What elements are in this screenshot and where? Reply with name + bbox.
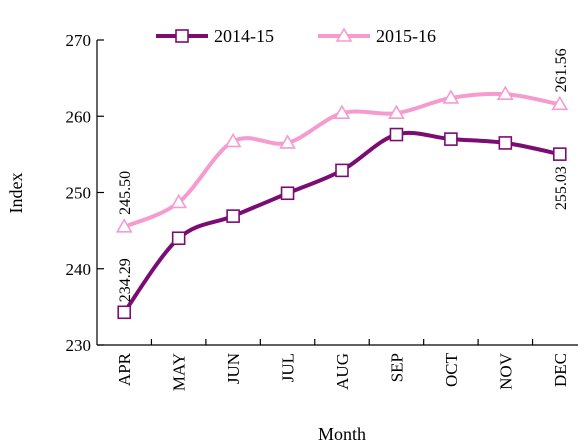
x-tick-label: JUN <box>224 353 243 384</box>
x-tick-label: APR <box>115 352 134 386</box>
data-label: 245.50 <box>117 171 134 215</box>
data-point <box>389 127 404 142</box>
data-point <box>226 209 240 223</box>
data-point <box>117 305 132 320</box>
data-point <box>280 186 295 201</box>
data-point <box>335 163 349 178</box>
axes: 230 240 250 260 270 APR MAY JUN JUL AUG SEP OCT NOV D… <box>66 31 578 391</box>
data-label: 255.03 <box>553 166 570 210</box>
x-tick-label: DEC <box>551 353 570 387</box>
data-point <box>279 134 296 149</box>
y-tick-label: 230 <box>66 336 92 355</box>
legend-label: 2015-16 <box>376 26 436 46</box>
legend-label: 2014-15 <box>214 26 274 46</box>
data-labels: 234.29 245.50 255.03 261.56 <box>117 48 570 302</box>
x-tick-label: MAY <box>170 353 189 391</box>
data-point <box>551 95 569 111</box>
data-point <box>496 85 514 100</box>
legend: 2014-15 2015-16 <box>156 26 436 46</box>
x-tick-label: NOV <box>496 352 515 390</box>
series-layer <box>115 85 569 320</box>
y-tick-label: 270 <box>66 31 92 50</box>
data-point <box>115 218 133 233</box>
legend-item: 2015-16 <box>318 26 436 46</box>
data-point <box>552 147 567 161</box>
series-2014-15 <box>117 127 567 320</box>
data-point <box>333 104 351 119</box>
data-label: 234.29 <box>117 258 134 302</box>
y-tick-label: 240 <box>66 260 92 279</box>
y-tick-label: 250 <box>66 184 92 203</box>
data-label: 261.56 <box>553 48 570 92</box>
x-tick-label: OCT <box>442 352 461 387</box>
data-point <box>444 132 458 146</box>
data-point <box>171 231 186 246</box>
data-point <box>388 104 405 119</box>
series-2015-16 <box>115 85 569 233</box>
data-point <box>498 136 513 150</box>
legend-marker <box>335 27 353 42</box>
legend-item: 2014-15 <box>156 26 274 46</box>
data-point <box>224 132 242 148</box>
x-tick-label: SEP <box>387 353 406 382</box>
legend-marker <box>175 29 189 43</box>
data-point <box>442 89 460 104</box>
y-tick-label: 260 <box>66 107 92 126</box>
x-axis-title: Month <box>318 424 366 444</box>
data-point <box>170 193 188 209</box>
x-tick-label: JUL <box>279 353 298 382</box>
y-axis-title: Index <box>6 173 26 214</box>
series-line <box>122 130 561 314</box>
x-tick-label: AUG <box>333 353 352 390</box>
